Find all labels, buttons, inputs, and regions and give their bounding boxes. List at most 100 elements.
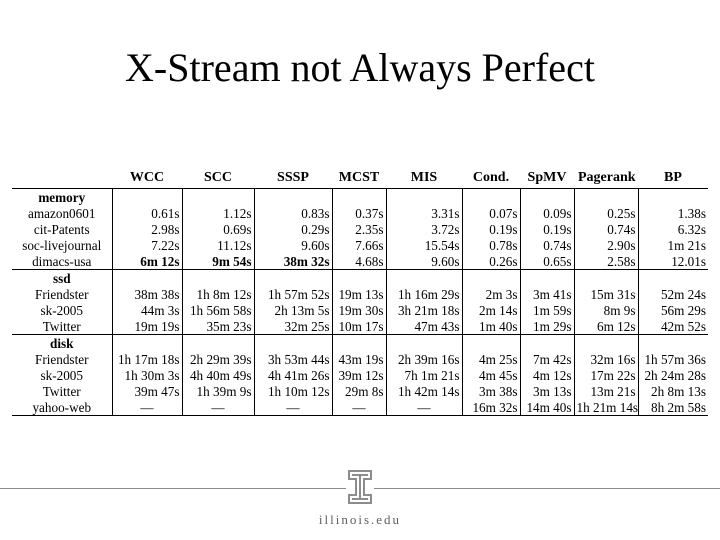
runtime-cell: 2.35s [331,221,386,237]
runtime-cell: 1h 57m 52s [253,286,332,302]
runtime-cell: 15m 31s [573,286,638,302]
runtime-cell: 2.98s [111,221,182,237]
empty-cell [573,334,638,351]
empty-cell [461,269,520,286]
results-table: WCC SCC SSSP MCST MIS Cond. SpMV Pagerank BP mem… [12,164,708,416]
table-row: amazon0601 0.61s 1.12s 0.83s 0.37s 3.31s 0.07s… [12,205,708,221]
runtime-cell: 0.69s [181,221,254,237]
runtime-cell: 4h 41m 26s [253,367,332,383]
runtime-cell: 1.12s [181,205,254,221]
runtime-cell: 8h 2m 58s [637,399,708,416]
runtime-cell: 38m 38s [111,286,182,302]
runtime-cell: 3h 53m 44s [253,351,332,367]
section-disk: disk Friendster 1h 17m 18s 2h 29m 39s 3h 53m… [12,334,708,416]
runtime-cell: 1m 59s [519,302,574,318]
runtime-cell: 3m 13s [519,383,574,399]
runtime-cell: 1h 10m 12s [253,383,332,399]
empty-cell [181,334,254,351]
empty-cell [461,334,520,351]
runtime-cell: 15.54s [385,237,462,253]
runtime-cell: 1m 21s [637,237,708,253]
runtime-cell: 9m 54s [181,253,254,270]
runtime-cell: 39m 47s [111,383,182,399]
empty-cell [637,269,708,286]
table-row: sk-2005 1h 30m 3s 4h 40m 49s 4h 41m 26s 39m … [12,367,708,383]
table-row: Twitter 39m 47s 1h 39m 9s 1h 10m 12s 29m 8s 1… [12,383,708,399]
illinois-block-i-logo [346,468,374,506]
runtime-cell: 10m 17s [331,318,386,335]
runtime-cell: 11.12s [181,237,254,253]
runtime-cell: 1h 17m 18s [111,351,182,367]
runtime-cell: 1h 39m 9s [181,383,254,399]
column-header: MCST [338,170,380,185]
runtime-cell: 17m 22s [573,367,638,383]
runtime-cell: 19m 13s [331,286,386,302]
dataset-name: Twitter [42,383,81,399]
table-row: cit-Patents 2.98s 0.69s 0.29s 2.35s 3.72s 0.19… [12,221,708,237]
dataset-name: Friendster [35,351,89,367]
runtime-cell: 12.01s [637,253,708,270]
table-row: sk-2005 44m 3s 1h 56m 58s 2h 13m 5s 19m 30s 3… [12,302,708,318]
empty-cell [637,334,708,351]
runtime-cell: 7.22s [111,237,182,253]
runtime-cell: 0.37s [331,205,386,221]
runtime-cell: 2h 29m 39s [181,351,254,367]
runtime-cell: 9.60s [253,237,332,253]
runtime-cell: 19m 19s [111,318,182,335]
runtime-cell: 29m 8s [331,383,386,399]
runtime-cell: 3h 21m 18s [385,302,462,318]
runtime-cell: 0.74s [573,221,638,237]
table-header-row: WCC SCC SSSP MCST MIS Cond. SpMV Pagerank BP [12,164,708,189]
runtime-cell: 7m 42s [519,351,574,367]
runtime-cell: 13m 21s [573,383,638,399]
empty-cell [253,334,332,351]
runtime-cell: 2m 14s [461,302,520,318]
runtime-cell: 2h 13m 5s [253,302,332,318]
empty-cell [519,334,574,351]
dataset-name: Twitter [42,318,81,334]
runtime-cell: 2h 8m 13s [637,383,708,399]
dataset-name: sk-2005 [40,302,84,318]
column-header: MIS [410,170,438,185]
empty-cell [385,334,462,351]
empty-cell [519,269,574,286]
runtime-cell: 0.25s [573,205,638,221]
runtime-cell: 42m 52s [637,318,708,335]
column-header: Pagerank [578,170,636,185]
column-header: SCC [203,170,232,185]
empty-cell [331,334,386,351]
runtime-cell: 1h 21m 14s [573,399,638,416]
section-label: ssd [12,269,112,286]
runtime-cell: 14m 40s [519,399,574,416]
dataset-name: yahoo-web [12,399,112,416]
runtime-cell: 44m 3s [111,302,182,318]
slide-title: X-Stream not Always Perfect [125,45,595,90]
header-empty [12,164,112,189]
section-label: disk [12,334,112,351]
runtime-cell: 0.83s [253,205,332,221]
runtime-cell: 0.65s [519,253,574,270]
column-header: Cond. [472,170,510,185]
runtime-cell: 3m 38s [461,383,520,399]
runtime-cell: 4.68s [331,253,386,270]
runtime-cell: 7.66s [331,237,386,253]
runtime-cell: 0.26s [461,253,520,270]
runtime-cell: 1m 40s [461,318,520,335]
empty-cell [519,188,574,205]
empty-cell [181,269,254,286]
runtime-cell: 1m 29s [519,318,574,335]
runtime-cell: 6m 12s [111,253,182,270]
runtime-cell: 3.72s [385,221,462,237]
dataset-name: cit-Patents [33,221,90,237]
runtime-cell: 43m 19s [331,351,386,367]
column-header: BP [664,170,682,185]
runtime-cell: 4h 40m 49s [181,367,254,383]
runtime-cell: 3m 41s [519,286,574,302]
runtime-cell: — [385,399,462,416]
dataset-name: amazon0601 [28,205,96,221]
runtime-cell: 38m 32s [253,253,332,270]
dataset-name: sk-2005 [40,367,84,383]
section-memory: memory amazon0601 0.61s 1.12s 0.83s 0.37s 3.31… [12,188,708,270]
runtime-cell: 32m 16s [573,351,638,367]
runtime-cell: 4m 12s [519,367,574,383]
